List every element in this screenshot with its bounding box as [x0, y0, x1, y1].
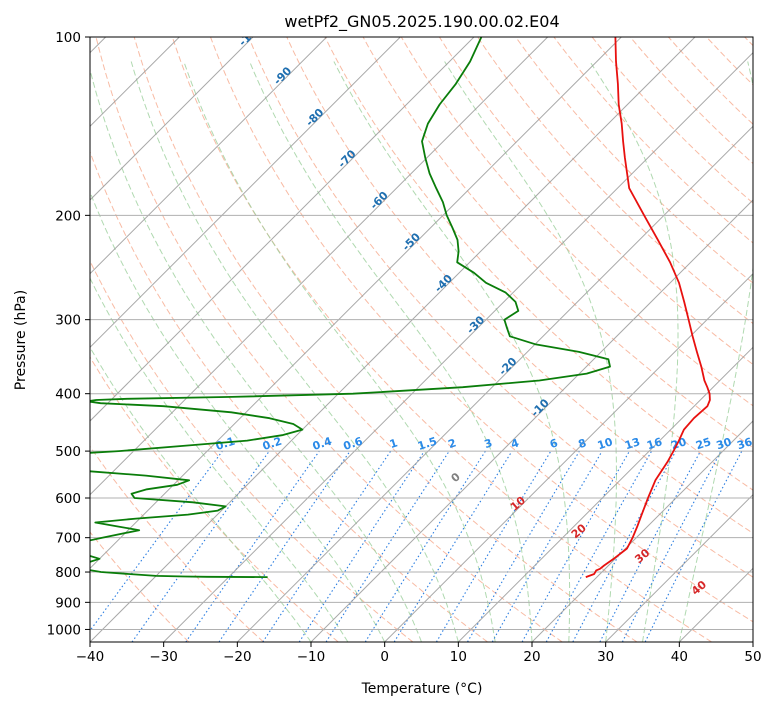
y-tick-label: 400	[55, 387, 81, 403]
x-axis-label: Temperature (°C)	[361, 681, 483, 697]
y-axis-label: Pressure (hPa)	[13, 290, 29, 390]
x-tick-label: 20	[523, 649, 540, 665]
x-tick-label: 0	[380, 649, 389, 665]
y-tick-label: 1000	[47, 622, 81, 638]
x-tick-label: −20	[223, 649, 252, 665]
x-tick-label: 10	[450, 649, 467, 665]
x-tick-label: −30	[149, 649, 178, 665]
y-tick-label: 700	[55, 531, 81, 547]
y-tick-label: 500	[55, 444, 81, 460]
y-tick-label: 900	[55, 595, 81, 611]
x-tick-label: 40	[671, 649, 688, 665]
y-tick-label: 300	[55, 313, 81, 329]
y-tick-label: 200	[55, 208, 81, 224]
x-tick-label: −40	[76, 649, 105, 665]
x-tick-label: 30	[597, 649, 614, 665]
y-tick-label: 100	[55, 30, 81, 46]
x-tick-label: 50	[744, 649, 761, 665]
chart-title: wetPf2_GN05.2025.190.00.02.E04	[284, 12, 559, 32]
y-tick-label: 600	[55, 491, 81, 507]
x-tick-label: −10	[297, 649, 326, 665]
y-tick-label: 800	[55, 565, 81, 581]
